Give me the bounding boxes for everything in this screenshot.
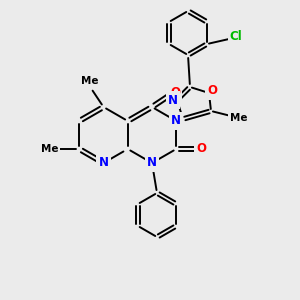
Text: O: O (196, 142, 206, 155)
Text: O: O (207, 85, 217, 98)
Text: N: N (98, 157, 109, 169)
Text: N: N (171, 115, 181, 128)
Text: Me: Me (40, 144, 58, 154)
Text: O: O (170, 85, 180, 98)
Text: N: N (168, 94, 178, 106)
Text: Cl: Cl (230, 31, 242, 44)
Text: Me: Me (230, 113, 248, 123)
Text: N: N (147, 157, 157, 169)
Text: Me: Me (81, 76, 98, 86)
